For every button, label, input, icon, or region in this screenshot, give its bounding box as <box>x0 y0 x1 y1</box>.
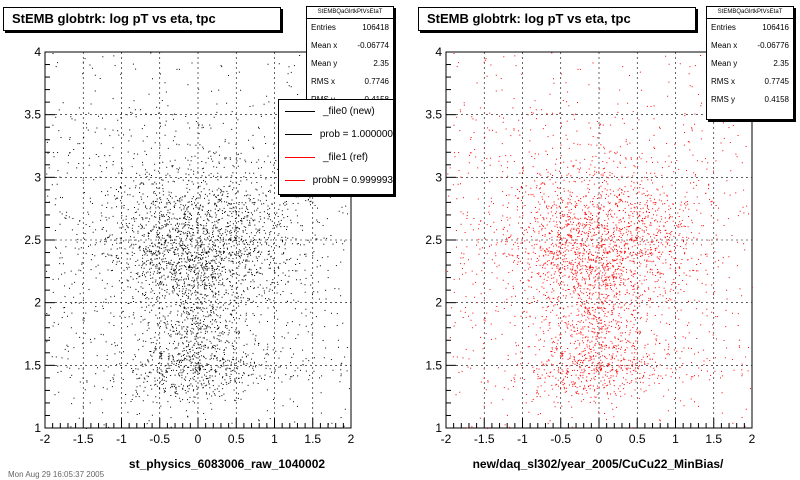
left-chart-y-tick-label: 3 <box>34 170 41 184</box>
right-chart-x-tick-label: -1.5 <box>474 432 495 446</box>
legend-entry-file0: _file0 (new) <box>279 100 393 123</box>
left-chart-title: StEMB globtrk: log pT vs eta, tpc <box>3 7 281 31</box>
right-x-axis-label: new/daq_sl302/year_2005/CuCu22_MinBias/ <box>473 457 724 471</box>
right-panel: -2 -1.5 -1 -0.5 0 0.5 1 1.5 2 1 1.5 2 2.5 3 3.5 4 new/d… <box>400 0 800 480</box>
right-stats-row-rms-y: RMS y 0.4158 <box>711 95 789 104</box>
right-plot: -2 -1.5 -1 -0.5 0 0.5 1 1.5 2 1 1.5 2 2.5 3 3.5 4 new/d… <box>425 45 756 471</box>
legend-line-probn <box>285 180 305 181</box>
left-chart-x-tick-label: -0.5 <box>149 432 170 446</box>
left-chart-x-tick-label: -1 <box>116 432 127 446</box>
left-chart-y-tick-label: 1.5 <box>24 358 41 372</box>
legend-entry-probn: probN = 0.999993 <box>279 169 393 192</box>
right-chart-y-tick-label: 4 <box>435 45 442 59</box>
right-chart-y-tick-label: 2 <box>435 296 442 310</box>
left-chart-x-tick-label: 1.5 <box>304 432 321 446</box>
right-stats-box: StEMBQaGlrtkPtVsEtaT Entries 106416 Mean … <box>706 6 794 120</box>
right-chart-x-tick-label: 0 <box>596 432 603 446</box>
right-chart-x-tick-label: 1 <box>672 432 679 446</box>
legend-line-file1 <box>285 157 315 158</box>
right-chart-title-text: StEMB globtrk: log pT vs eta, tpc <box>427 11 631 26</box>
left-stats-row-rms-x: RMS x 0.7746 <box>311 77 389 86</box>
right-stats-row-mean-y: Mean y 2.35 <box>711 59 789 68</box>
left-chart-y-tick-label: 2 <box>34 296 41 310</box>
left-chart-y-tick-label: 2.5 <box>24 233 41 247</box>
left-chart-x-tick-label: -2 <box>40 432 51 446</box>
left-chart-x-tick-label: 0 <box>195 432 202 446</box>
right-chart-x-tick-label: 2 <box>749 432 756 446</box>
right-chart-x-tick-label: -0.5 <box>550 432 571 446</box>
right-stats-name: StEMBQaGlrtkPtVsEtaT <box>707 7 793 19</box>
left-stats-box: StEMBQaGlrtkPtVsEtaT Entries 106418 Mean … <box>306 6 394 102</box>
left-chart-title-text: StEMB globtrk: log pT vs eta, tpc <box>12 11 216 26</box>
footer-timestamp: Mon Aug 29 16:05:37 2005 <box>8 470 105 479</box>
right-chart-x-tick-label: 0.5 <box>629 432 646 446</box>
right-chart-title: StEMB globtrk: log pT vs eta, tpc <box>418 7 696 31</box>
right-chart-y-tick-label: 3.5 <box>425 108 442 122</box>
right-chart-x-tick-label: 1.5 <box>705 432 722 446</box>
left-stats-row-mean-x: Mean x -0.06774 <box>311 41 389 50</box>
left-chart-y-tick-label: 3.5 <box>24 108 41 122</box>
legend-entry-file1: _file1 (ref) <box>279 146 393 169</box>
right-stats-row-entries: Entries 106416 <box>711 23 789 32</box>
right-stats-row-mean-x: Mean x -0.06776 <box>711 41 789 50</box>
left-chart-x-tick-label: -1.5 <box>73 432 94 446</box>
left-stats-row-rms-y: RMS y0.4158 <box>307 91 393 101</box>
left-chart-x-tick-label: 1 <box>271 432 278 446</box>
left-panel: -2 -1.5 -1 -0.5 0 0.5 1 1.5 2 1 1.5 2 2.5 3 3.5 4 st_ph… <box>3 6 394 471</box>
right-chart-x-tick-label: -1 <box>517 432 528 446</box>
left-stats-row-mean-y: Mean y 2.35 <box>311 59 389 68</box>
right-stats-row-rms-x: RMS x 0.7745 <box>711 77 789 86</box>
left-chart-y-tick-label: 4 <box>34 45 41 59</box>
left-chart-x-tick-label: 2 <box>348 432 355 446</box>
legend-entry-prob: prob = 1.000000 <box>279 123 393 146</box>
legend-box: _file0 (new) prob = 1.000000 _file1 (ref… <box>278 99 394 195</box>
right-chart-y-tick-label: 1.5 <box>425 358 442 372</box>
right-chart-y-tick-label: 2.5 <box>425 233 442 247</box>
left-x-axis-label: st_physics_6083006_raw_1040002 <box>129 457 325 471</box>
legend-line-prob <box>285 134 312 135</box>
left-stats-name: StEMBQaGlrtkPtVsEtaT <box>307 7 393 19</box>
left-chart-y-tick-label: 1 <box>34 421 41 435</box>
left-stats-row-entries: Entries 106418 <box>311 23 389 32</box>
right-chart-x-tick-label: -2 <box>441 432 452 446</box>
right-chart-y-tick-label: 1 <box>435 421 442 435</box>
left-chart-x-tick-label: 0.5 <box>228 432 245 446</box>
right-chart-y-tick-label: 3 <box>435 170 442 184</box>
legend-line-file0 <box>285 111 315 112</box>
